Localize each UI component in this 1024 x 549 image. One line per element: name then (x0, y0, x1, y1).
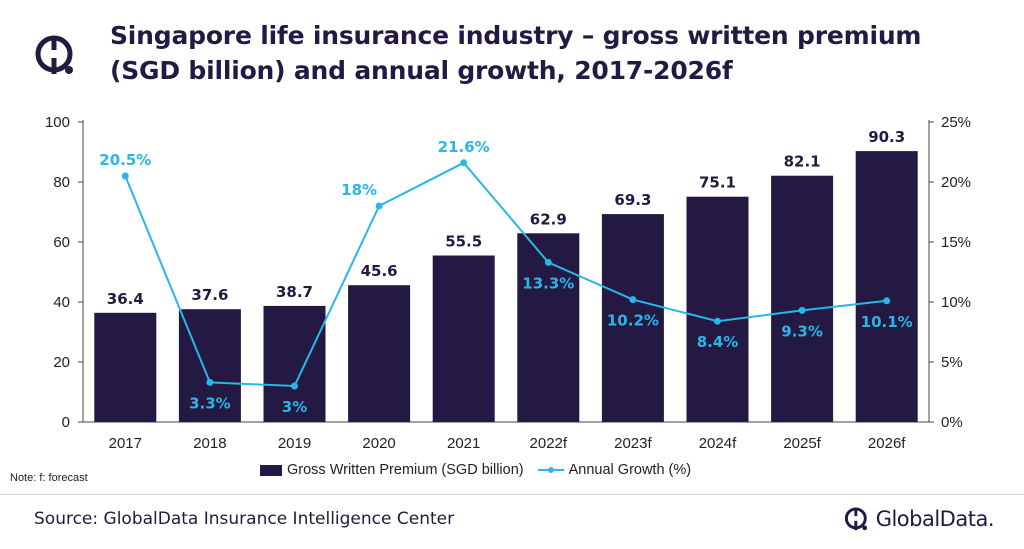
x-tick-label: 2019 (278, 435, 311, 452)
bar (686, 196, 749, 422)
bar (601, 214, 664, 422)
bar (178, 309, 241, 422)
growth-point (714, 317, 721, 325)
globaldata-logo-icon (844, 507, 867, 531)
left-tick-label: 60 (53, 234, 70, 251)
x-tick-label: 2020 (362, 435, 395, 452)
bar-value-label: 90.3 (868, 128, 905, 146)
bar-value-label: 75.1 (699, 174, 736, 192)
right-tick-label: 25% (941, 114, 971, 131)
growth-point (375, 202, 383, 210)
bar-value-label: 69.3 (614, 191, 651, 209)
legend-item-premium: Gross Written Premium (SGD billion) (260, 462, 524, 478)
globaldata-logo-icon (35, 35, 73, 74)
right-tick-label: 10% (941, 294, 971, 311)
growth-point (291, 382, 298, 390)
brand-name: GlobalData. (875, 507, 995, 531)
x-tick-label: 2017 (109, 435, 142, 452)
growth-point (544, 258, 552, 266)
brand-logo: GlobalData. (844, 503, 995, 535)
growth-line (124, 161, 887, 388)
growth-point (883, 297, 891, 305)
bar-value-label: 45.6 (361, 262, 398, 280)
x-tick-label: 2021 (447, 435, 480, 452)
source-text: Source: GlobalData Insurance Intelligenc… (34, 509, 455, 529)
growth-value-label: 20.5% (99, 151, 151, 169)
growth-value-label: 18% (341, 181, 377, 199)
left-tick-label: 40 (53, 294, 70, 311)
bar-value-label: 55.5 (445, 233, 482, 251)
chart-title: Singapore life insurance industry – gros… (110, 21, 922, 85)
growth-point (206, 378, 214, 386)
legend-item-growth: Annual Growth (%) (537, 462, 692, 478)
growth-value-label: 21.6% (438, 138, 490, 156)
legend-label-premium: Gross Written Premium (SGD billion) (287, 462, 524, 478)
growth-point (121, 172, 129, 180)
growth-point (629, 296, 637, 304)
x-tick-label: 2026f (868, 435, 906, 452)
bar-value-label: 36.4 (107, 290, 144, 308)
right-tick-label: 20% (941, 174, 971, 191)
bar-value-label: 37.6 (191, 286, 228, 304)
growth-value-label: 3.3% (189, 394, 231, 412)
right-tick-label: 5% (941, 354, 963, 371)
footer-divider (0, 494, 1024, 495)
x-tick-label: 2018 (193, 435, 226, 452)
forecast-note: Note: f: forecast (10, 472, 88, 484)
legend-label-growth: Annual Growth (%) (568, 462, 692, 478)
legend-swatch-bar (260, 464, 282, 476)
growth-value-label: 10.1% (861, 313, 913, 331)
x-tick-label: 2023f (614, 435, 652, 452)
bar (771, 175, 834, 422)
bar (263, 305, 326, 422)
left-tick-label: 80 (53, 174, 70, 191)
right-tick-label: 0% (941, 414, 963, 431)
bar-value-label: 82.1 (784, 153, 821, 171)
growth-value-label: 9.3% (781, 322, 823, 340)
bar (94, 312, 157, 422)
left-tick-label: 0 (62, 414, 70, 431)
x-tick-label: 2022f (530, 435, 568, 452)
x-tick-label: 2025f (783, 435, 821, 452)
growth-value-label: 10.2% (607, 312, 659, 330)
growth-point (798, 306, 806, 314)
growth-value-label: 13.3% (522, 274, 574, 292)
chart-area: 0 20 40 60 80 100 0% 5% 10% 15% 20% 25% 36.4 37.6 38.7… (45, 114, 971, 452)
x-tick-label: 2024f (699, 435, 737, 452)
bar-value-label: 38.7 (276, 283, 313, 301)
right-tick-label: 15% (941, 234, 971, 251)
left-tick-label: 20 (53, 354, 70, 371)
bar (432, 255, 495, 422)
bar-value-label: 62.9 (530, 210, 567, 228)
bar (348, 285, 411, 422)
legend-swatch-line (537, 467, 564, 473)
growth-point (460, 159, 468, 167)
bar (855, 151, 918, 422)
growth-value-label: 8.4% (697, 333, 739, 351)
chart-legend: Gross Written Premium (SGD billion) Annu… (260, 462, 691, 478)
left-tick-label: 100 (45, 114, 70, 131)
growth-value-label: 3% (282, 398, 307, 416)
